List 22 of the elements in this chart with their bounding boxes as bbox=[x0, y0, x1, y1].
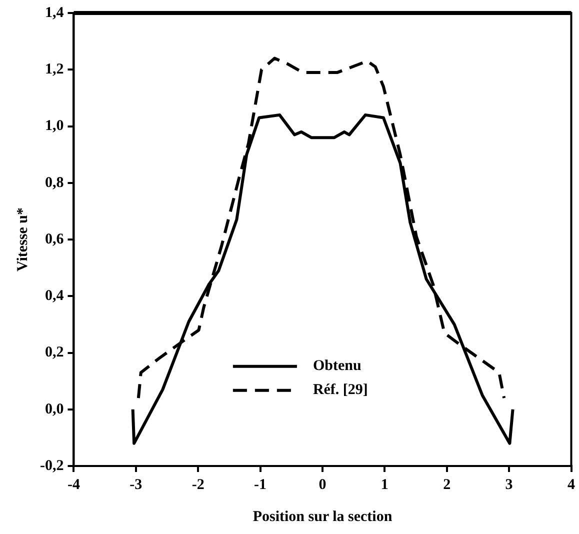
y-tick-label: 0,2 bbox=[44, 344, 64, 361]
y-tick-label: -0,2 bbox=[40, 458, 64, 474]
legend-label: Obtenu bbox=[312, 358, 362, 374]
legend-label: Réf. [29] bbox=[312, 382, 368, 398]
x-tick-label: 2 bbox=[443, 476, 451, 493]
x-tick-label: 3 bbox=[505, 476, 513, 493]
y-tick-label: 0,4 bbox=[44, 288, 64, 304]
x-tick-label: -3 bbox=[130, 476, 142, 493]
y-tick-label: 1,0 bbox=[44, 118, 64, 134]
x-tick-label: -1 bbox=[254, 476, 267, 493]
y-tick-label: 0,8 bbox=[44, 174, 64, 191]
y-tick-label: 1,4 bbox=[44, 4, 64, 21]
x-tick-label: 0 bbox=[318, 476, 326, 493]
y-tick-label: 0,6 bbox=[44, 231, 64, 248]
y-tick-label: 0,0 bbox=[44, 401, 64, 418]
y-axis-title: Vitesse u* bbox=[14, 207, 31, 272]
x-tick-label: -4 bbox=[67, 476, 80, 493]
x-tick-label: 1 bbox=[380, 476, 388, 493]
x-axis-title: Position sur la section bbox=[252, 508, 393, 525]
x-tick-label: 4 bbox=[568, 476, 576, 493]
y-tick-label: 1,2 bbox=[44, 62, 64, 78]
x-tick-label: -2 bbox=[192, 476, 204, 493]
